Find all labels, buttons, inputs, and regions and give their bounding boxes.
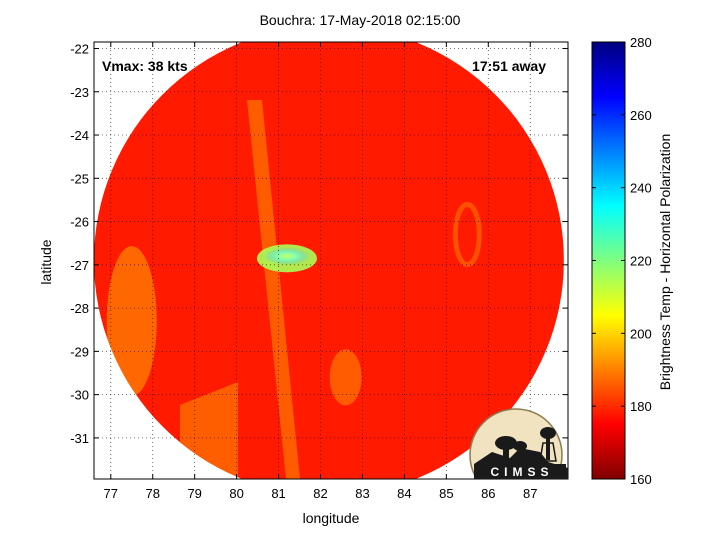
swath-background (94, 42, 564, 479)
colorbar-tick-label: 160 (630, 472, 652, 487)
colorbar-label: Brightness Temp - Horizontal Polarizatio… (657, 133, 673, 391)
feature-southern-cell (329, 349, 362, 406)
feature-eastern-arc (452, 202, 482, 268)
x-tick-label: 77 (104, 486, 118, 501)
x-ticks: 77 78 79 80 81 82 83 84 85 86 87 (104, 42, 537, 501)
y-tick-label: -29 (70, 344, 89, 359)
x-tick-label: 82 (313, 486, 327, 501)
x-tick-label: 79 (187, 486, 201, 501)
y-tick-label: -27 (70, 258, 89, 273)
core-glow (262, 247, 311, 266)
grid (94, 42, 568, 479)
y-tick-label: -22 (70, 41, 89, 56)
scan-seam (247, 100, 300, 479)
y-tick-label: -25 (70, 171, 89, 186)
cimss-logo-icon: CIMSS (469, 408, 568, 479)
y-tick-label: -30 (70, 388, 89, 403)
colorbar-tick-label: 200 (630, 326, 652, 341)
x-tick-label: 87 (523, 486, 537, 501)
y-axis-label: latitude (38, 239, 54, 285)
plot-axes: 77 78 79 80 81 82 83 84 85 86 87 -22-23-24-25-26-2… (70, 41, 569, 501)
y-tick-label: -24 (70, 128, 89, 143)
y-tick-label: -28 (70, 301, 89, 316)
feature-western-band (106, 246, 157, 397)
axes-box (93, 41, 569, 480)
x-axis-label: longitude (302, 510, 360, 526)
x-tick-label: 81 (271, 486, 285, 501)
x-tick-label: 85 (439, 486, 453, 501)
x-tick-label: 86 (481, 486, 495, 501)
y-tick-label: -26 (70, 215, 89, 230)
x-tick-label: 80 (229, 486, 243, 501)
y-tick-label: -31 (70, 431, 89, 446)
y-ticks: -22 -23 -24 -25 -26 -27 -28 -29 -30 -31 (70, 41, 568, 446)
x-tick-label: 83 (355, 486, 369, 501)
colorbar-gradient (591, 41, 626, 480)
colorbar: 160 180 200 220 240 260 280 (591, 35, 652, 487)
chart-title: Bouchra: 17-May-2018 02:15:00 (259, 12, 461, 28)
colorbar-tick-label: 240 (630, 181, 652, 196)
colorbar-tick-label: 280 (630, 35, 652, 50)
time-away-annotation: 17:51 away (472, 58, 546, 74)
x-tick-label: 78 (145, 486, 159, 501)
colorbar-tick-label: 220 (630, 254, 652, 269)
colorbar-tick-label: 260 (630, 108, 652, 123)
microwave-swath (94, 42, 564, 479)
colorbar-ticks: 160 180 200 220 240 260 280 (592, 35, 652, 487)
vmax-annotation: Vmax: 38 kts (102, 58, 188, 74)
y-tick-label: -23 (70, 85, 89, 100)
swath-image (94, 42, 564, 479)
x-tick-label: 84 (397, 486, 411, 501)
logo-text: CIMSS (490, 465, 553, 479)
colorbar-tick-label: 180 (630, 399, 652, 414)
